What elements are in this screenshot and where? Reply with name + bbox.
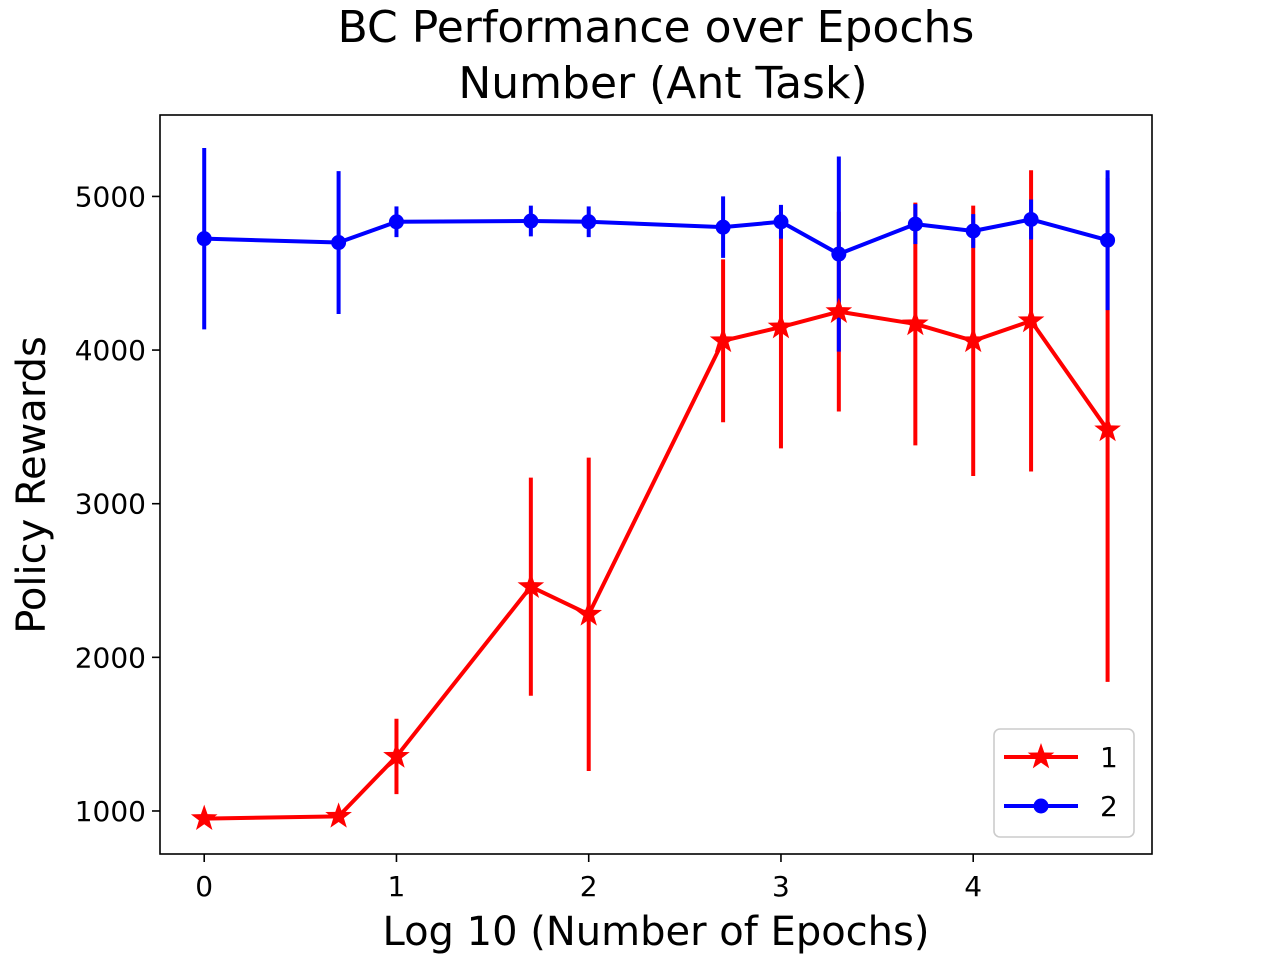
marker-series-2-9 [965, 223, 981, 239]
marker-series-1-1 [325, 802, 352, 828]
legend-marker-shape-2 [1033, 798, 1049, 814]
legend-marker-series-2 [1033, 798, 1049, 814]
y-tick-label-4: 5000 [75, 180, 146, 213]
marker-series-2-2 [388, 214, 404, 230]
x-tick-label-4: 4 [964, 870, 982, 903]
marker-series-1-4 [575, 600, 603, 626]
legend-marker-series-1 [1027, 743, 1055, 769]
marker-series-2-3 [523, 213, 539, 229]
marker-series-2-8 [907, 216, 923, 232]
y-tick-label-0: 1000 [75, 795, 146, 828]
legend-marker-shape-1 [1027, 743, 1055, 769]
x-tick-label-0: 0 [195, 870, 213, 903]
marker-series-2-0 [196, 231, 212, 247]
legend: 1 2 [993, 728, 1135, 838]
marker-series-1-6 [767, 313, 795, 339]
marker-series-2-7 [831, 246, 847, 262]
y-axis-label: Policy Rewards [9, 336, 55, 634]
marker-series-1-5 [709, 326, 737, 353]
y-tick-label-3: 4000 [75, 334, 146, 367]
marker-series-1-9 [959, 326, 987, 353]
marker-series-1-10 [1017, 306, 1045, 333]
marker-series-2-4 [581, 214, 597, 230]
legend-label-series-2: 2 [1100, 790, 1118, 823]
x-axis-label: Log 10 (Number of Epochs) [383, 909, 930, 955]
series-line-2 [204, 217, 1109, 257]
x-tick-label-3: 3 [772, 870, 790, 903]
marker-series-2-10 [1023, 211, 1039, 227]
y-tick-label-2: 3000 [75, 488, 146, 521]
marker-series-1-0 [190, 804, 218, 830]
marker-series-2-11 [1100, 232, 1116, 248]
marker-series-1-8 [902, 309, 929, 336]
marker-series-2-6 [773, 214, 789, 230]
chart-title-line-1: BC Performance over Epochs [338, 2, 975, 53]
y-axis-ticks: 1000 2000 3000 4000 5000 [75, 180, 160, 828]
x-axis-ticks: 0 1 2 3 4 [195, 854, 982, 903]
marker-series-1-7 [825, 297, 853, 323]
x-tick-label-2: 2 [580, 870, 598, 903]
chart-title-line-2: Number (Ant Task) [458, 58, 867, 109]
x-tick-label-1: 1 [388, 870, 406, 903]
marker-series-2-5 [715, 219, 731, 235]
marker-series-1-3 [517, 572, 545, 598]
marker-series-1-2 [383, 742, 410, 768]
legend-label-series-1: 1 [1100, 741, 1118, 774]
plot-frame [159, 114, 1153, 855]
series-markers [190, 211, 1121, 830]
marker-series-2-1 [331, 235, 347, 251]
y-tick-label-1: 2000 [75, 641, 146, 674]
marker-series-1-11 [1094, 415, 1121, 442]
